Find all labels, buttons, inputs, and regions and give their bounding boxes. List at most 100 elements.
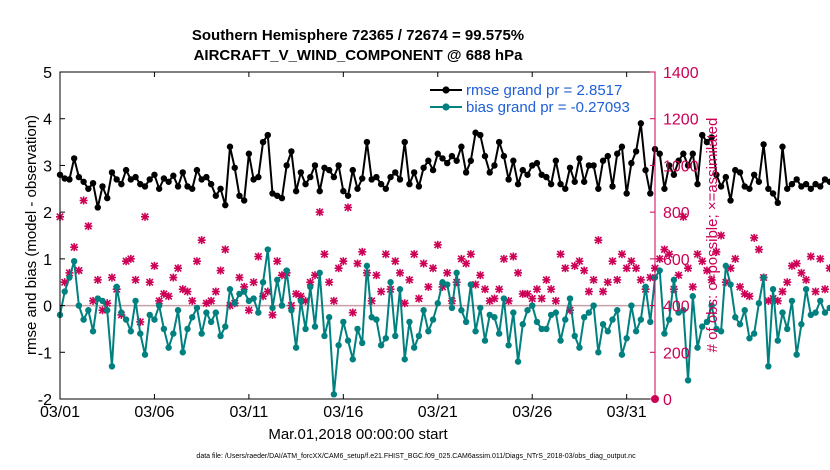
bias-series-layer [56, 246, 830, 398]
rmse-data-point [302, 180, 309, 188]
bias-data-point [203, 309, 210, 316]
x-tick-label: 03/26 [512, 404, 552, 421]
rmse-data-point [184, 183, 191, 190]
bias-data-point [566, 295, 574, 302]
obs-count-marker [702, 266, 711, 275]
obs-count-marker [537, 294, 546, 303]
rmse-data-point [363, 138, 371, 146]
bias-data-point [703, 318, 711, 326]
bias-data-point [448, 304, 456, 312]
rmse-data-point [415, 183, 423, 190]
rmse-data-point [524, 171, 531, 178]
bias-data-point [495, 330, 503, 337]
obs-count-marker [679, 212, 688, 221]
bias-data-point [231, 300, 238, 307]
rmse-data-point [769, 190, 777, 197]
bias-data-point [467, 281, 475, 288]
rmse-data-point [70, 155, 78, 162]
obs-count-marker [414, 294, 423, 303]
rmse-data-point [472, 129, 479, 136]
rmse-data-point [599, 157, 607, 164]
obs-count-marker [490, 294, 499, 303]
bias-data-point [727, 281, 734, 288]
bias-data-point [765, 363, 772, 370]
bias-data-point [812, 309, 819, 316]
bias-data-point [481, 337, 489, 344]
bias-data-point [359, 339, 366, 347]
bias-data-point [373, 316, 380, 323]
bias-data-point [779, 309, 786, 316]
rmse-data-point [486, 169, 493, 176]
bias-data-point [713, 325, 720, 333]
rmse-data-point [132, 173, 139, 181]
rmse-data-point [377, 180, 385, 188]
rmse-data-point [151, 171, 158, 178]
rmse-data-point [198, 176, 205, 183]
bias-data-point [151, 316, 158, 323]
rmse-data-point [354, 185, 361, 192]
obs-count-marker [556, 250, 565, 259]
bias-data-point [292, 344, 300, 351]
obs-count-marker [811, 287, 820, 296]
bias-data-point [580, 314, 588, 321]
obs-count-marker [98, 306, 107, 315]
bias-data-point [170, 330, 177, 337]
bias-data-point [784, 325, 791, 333]
bias-data-point [642, 283, 649, 291]
obs-count-marker [131, 275, 140, 284]
bias-data-point [585, 309, 593, 316]
rmse-data-point [736, 169, 744, 176]
obs-count-marker [698, 257, 707, 266]
rmse-data-point [108, 169, 116, 176]
obs-count-marker [462, 259, 471, 268]
y2-tick-label: 400 [663, 299, 690, 316]
obs-count-marker [433, 240, 442, 249]
obs-count-marker [141, 212, 149, 221]
rmse-data-point [283, 162, 290, 169]
legend-bias-label: bias grand pr = -0.27093 [466, 99, 630, 116]
x-tick-label: 03/06 [134, 404, 174, 421]
y2-tick-label: 600 [663, 252, 690, 269]
bias-data-point [708, 302, 715, 309]
obs-count-marker [632, 264, 641, 273]
bias-data-point [325, 314, 333, 321]
obs-count-marker [315, 208, 324, 217]
obs-count-marker [358, 247, 367, 256]
bias-data-point [599, 321, 607, 328]
rmse-data-point [821, 176, 829, 183]
bias-data-point [760, 274, 767, 281]
bias-data-point [425, 328, 432, 335]
bias-data-point [604, 328, 611, 335]
bias-data-point [127, 328, 135, 335]
plot-frame [59, 71, 656, 400]
obs-count-marker [74, 266, 83, 275]
rmse-data-point [264, 131, 271, 139]
bias-data-point [189, 314, 196, 321]
obs-count-marker [688, 282, 697, 291]
bias-data-point [80, 316, 87, 323]
rmse-data-point [514, 180, 522, 188]
bias-data-point [543, 325, 550, 333]
obs-count-marker [731, 254, 740, 263]
rmse-data-point [713, 171, 720, 178]
bias-data-point [462, 318, 470, 326]
legend-rmse-label: rmse grand pr = 2.8517 [466, 82, 622, 99]
rmse-data-point [750, 171, 758, 178]
obs-count-marker [551, 296, 560, 305]
obs-count-marker [802, 275, 811, 284]
y-tick-label: -1 [38, 345, 52, 362]
bias-data-point [236, 290, 243, 298]
rmse-data-point [817, 183, 824, 190]
x-tick-label: 03/01 [40, 404, 80, 421]
rmse-data-point [278, 194, 286, 202]
rmse-data-point [462, 169, 470, 176]
rmse-data-point [307, 173, 314, 181]
rmse-data-point [670, 171, 678, 178]
obs-count-marker [79, 196, 88, 205]
rmse-data-point [259, 138, 267, 146]
obs-count-marker [627, 257, 636, 266]
chart-subtitle: AIRCRAFT_V_WIND_COMPONENT @ 688 hPa [194, 47, 524, 64]
rmse-data-point [311, 162, 319, 169]
obs-count-marker [797, 268, 806, 277]
bias-data-point [623, 335, 630, 342]
